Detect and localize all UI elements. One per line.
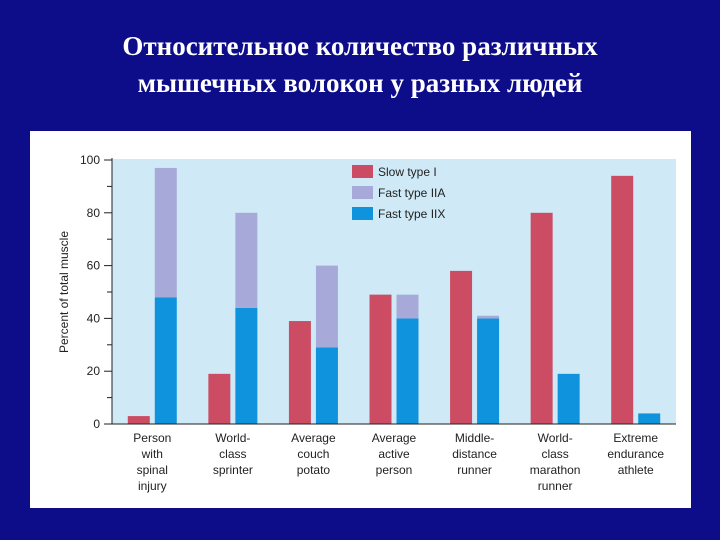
category-label: Average couch potato	[291, 431, 336, 477]
bar-fast-type-iix	[235, 307, 258, 424]
bar-fast-type-iix	[557, 373, 580, 424]
legend-swatch	[352, 207, 373, 220]
bar-fast-type-iia	[396, 294, 419, 319]
category-label: Person with spinal injury	[133, 431, 171, 493]
category-label: World-class marathon runner	[530, 431, 581, 493]
y-tick-label: 60	[87, 259, 101, 273]
chart-card: Person with spinal injury World-class sprinte…	[30, 131, 691, 508]
plot-area	[112, 159, 676, 424]
bar-slow-type-i	[450, 270, 473, 424]
category-label: Extreme endurance athlete	[607, 431, 664, 477]
bar-fast-type-iia	[315, 265, 338, 348]
legend-label: Fast type IIX	[378, 207, 445, 221]
title-line-1: Относительное количество различных	[122, 31, 598, 61]
bar-slow-type-i	[530, 212, 553, 424]
bar-fast-type-iix	[154, 297, 177, 424]
category-label: Middle-distance runner	[452, 431, 497, 477]
bar-slow-type-i	[611, 175, 634, 424]
bar-fast-type-iix	[396, 318, 419, 424]
bar-slow-type-i	[369, 294, 392, 424]
slide-title: Относительное количество различных мышеч…	[0, 28, 720, 102]
y-tick-label: 20	[87, 364, 101, 378]
bar-slow-type-i	[127, 416, 150, 424]
bar-fast-type-iia	[477, 315, 500, 319]
bar-fast-type-iix	[477, 318, 500, 424]
category-label: World-class sprinter	[213, 431, 253, 477]
bar-slow-type-i	[288, 321, 311, 424]
bar-fast-type-iia	[154, 167, 177, 298]
y-tick-label: 80	[87, 206, 101, 220]
legend-label: Slow type I	[378, 165, 437, 179]
y-tick-label: 0	[93, 417, 100, 431]
y-tick-label: 100	[80, 153, 100, 167]
bar-fast-type-iix	[315, 347, 338, 424]
bar-slow-type-i	[208, 373, 231, 424]
legend-swatch	[352, 186, 373, 199]
fiber-chart: Person with spinal injury World-class sprinte…	[57, 153, 676, 493]
legend-swatch	[352, 165, 373, 178]
legend-label: Fast type IIA	[378, 186, 445, 200]
bar-fast-type-iix	[638, 413, 661, 424]
title-line-2: мышечных волокон у разных людей	[137, 68, 583, 98]
y-tick-label: 40	[87, 311, 101, 325]
bar-fast-type-iia	[235, 212, 258, 308]
category-label: Average active person	[372, 431, 417, 477]
y-axis-title: Percent of total muscle	[57, 231, 71, 353]
